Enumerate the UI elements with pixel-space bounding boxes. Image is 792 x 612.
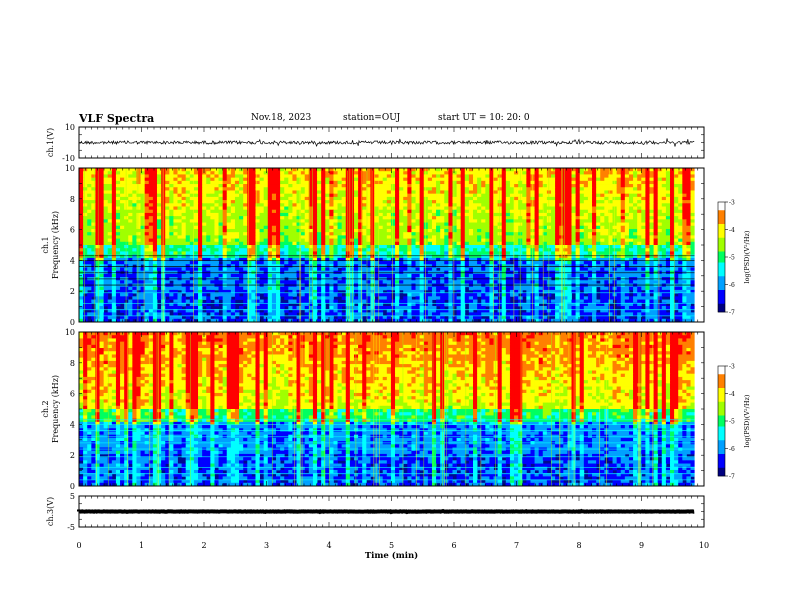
panel-3-ytick-label: -5 [67, 523, 75, 532]
x-axis-label: Time (min) [365, 550, 418, 561]
panel-1-ylabel: ch.1 [41, 236, 50, 253]
colorbar-tick-label: -3 [729, 364, 735, 371]
panel-2-spectrogram [79, 332, 704, 487]
panel-1-ytick-label: 0 [70, 318, 75, 327]
colorbar-tick-label: -5 [729, 255, 735, 262]
panel-1-ytick-label: 10 [65, 164, 75, 173]
panel-2-ticks [78, 331, 705, 487]
x-tick-label: 10 [699, 541, 709, 550]
x-tick-label: 7 [514, 541, 519, 550]
panel-0-ticks [78, 126, 705, 159]
panel-3-ticks [78, 495, 705, 528]
panel-2-ytick-label: 8 [70, 359, 75, 368]
panel-1-ytick-label: 4 [70, 256, 75, 265]
panel-1-ylabel: Frequency (kHz) [51, 211, 60, 279]
colorbar-tick-label: -6 [729, 446, 735, 453]
x-tick-label: 8 [576, 541, 581, 550]
panel-2-ytick-label: 10 [65, 328, 75, 337]
x-tick-label: 0 [76, 541, 81, 550]
x-tick-label: 2 [201, 541, 206, 550]
chart-title: VLF Spectra [79, 112, 155, 125]
x-tick-label: 4 [326, 541, 331, 550]
x-tick-label: 6 [451, 541, 456, 550]
colorbar-tick-label: -7 [729, 310, 735, 317]
date-label: Nov.18, 2023 [251, 113, 312, 123]
x-tick-label: 9 [639, 541, 644, 550]
panel-1-ytick-label: 6 [70, 226, 75, 235]
colorbar-label: log(PSD)(V²/Hz) [743, 230, 751, 283]
colorbar-tick-label: -5 [729, 419, 735, 426]
panel-3-ylabel: ch.3(V) [46, 497, 55, 526]
panel-0-waveform [78, 138, 695, 148]
panel-2-ylabel: Frequency (kHz) [51, 375, 60, 443]
panel-1-spectrogram [79, 168, 704, 323]
station-label: station=OUJ [343, 113, 401, 123]
panel-0-ylabel: ch.1(V) [46, 128, 55, 157]
colorbar-tick-label: -4 [729, 227, 735, 234]
panel-2-colorbar: -3 -4 -5 -6 -7 log(PSD)(V²/Hz) [717, 364, 751, 481]
panel-2-ytick-label: 6 [70, 390, 75, 399]
colorbar-tick-label: -3 [729, 200, 735, 207]
colorbar-tick-label: -4 [729, 391, 735, 398]
panel-1-ytick-label: 8 [70, 195, 75, 204]
panel-2-ytick-label: 4 [70, 420, 75, 429]
panel-1-ytick-label: 2 [70, 287, 75, 296]
panel-2-ylabel: ch.2 [41, 400, 50, 417]
x-tick-label: 3 [264, 541, 269, 550]
panel-1-colorbar: -3 -4 -5 -6 -7 log(PSD)(V²/Hz) [717, 200, 751, 317]
colorbar-tick-label: -7 [729, 474, 735, 481]
x-tick-label: 1 [139, 541, 144, 550]
panel-3-ytick-label: 5 [70, 492, 75, 501]
panel-2-ytick-label: 0 [70, 482, 75, 491]
colorbar-label: log(PSD)(V²/Hz) [743, 394, 751, 447]
panel-3-waveform [77, 508, 695, 515]
panel-1-ticks [78, 167, 705, 323]
panel-2-ytick-label: 2 [70, 451, 75, 460]
colorbar-tick-label: -6 [729, 282, 735, 289]
x-tick-label: 5 [389, 541, 394, 550]
panel-0-ytick-label: -10 [62, 154, 75, 163]
panel-0-ytick-label: 10 [65, 123, 75, 132]
start-time-label: start UT = 10: 20: 0 [438, 113, 530, 123]
